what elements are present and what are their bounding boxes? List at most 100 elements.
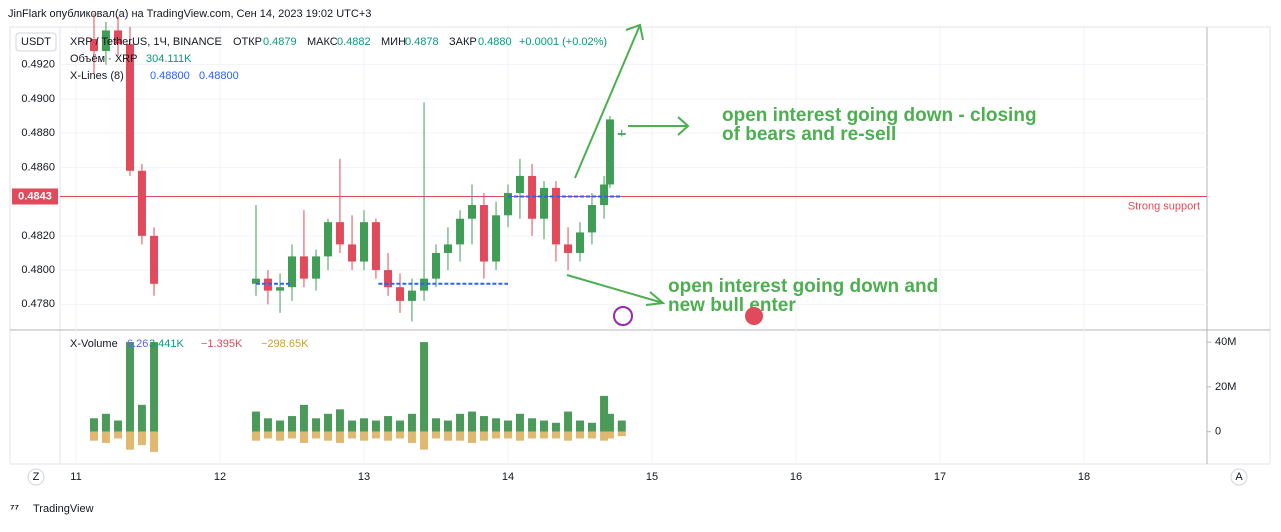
candle-body [407, 290, 416, 301]
arrowhead [625, 23, 644, 41]
legend: XRP / TetherUS, 1Ч, BINANCE ОТКР 0.4879 … [70, 36, 607, 82]
x-tick-label: 13 [358, 471, 370, 483]
volume-bar [576, 420, 585, 432]
candle-body [587, 205, 596, 233]
arrowhead [677, 116, 690, 136]
pane-stat: −1.395K [201, 338, 243, 350]
auto[interactable]: A [1235, 471, 1243, 483]
volume-bar [299, 431, 308, 443]
y-tick-label: 40M [1215, 336, 1236, 348]
volume-bar [395, 420, 404, 432]
volume-bar [420, 342, 429, 432]
x-tick-label: 18 [1078, 471, 1090, 483]
value: 0.4878 [405, 36, 439, 48]
label: Объём · XRP [70, 53, 137, 65]
value: 0.4879 [263, 36, 297, 48]
y-tick-label: 0.4800 [21, 264, 55, 276]
candle-body [287, 256, 296, 288]
volume-bar [335, 409, 344, 432]
volume-bar [101, 413, 110, 432]
volume-bar [456, 431, 465, 441]
candle-body [150, 235, 159, 284]
volume-bar [276, 431, 285, 441]
volume-bar [150, 431, 159, 452]
volume-bar [467, 431, 476, 443]
volume-bar [150, 342, 159, 432]
x-tick-label: 11 [70, 471, 81, 483]
volume-bar [431, 431, 440, 439]
candle-body [443, 244, 452, 253]
event-icon[interactable] [613, 306, 633, 326]
volume-bar [443, 420, 452, 432]
flag-icon[interactable] [745, 307, 763, 325]
currency[interactable]: USDT [21, 36, 51, 48]
volume-bar [384, 416, 393, 432]
pane-title: X-Volume [70, 338, 118, 350]
volume-bar [479, 416, 488, 432]
volume-bar [125, 431, 134, 450]
arrowhead [645, 291, 666, 306]
label: X-Lines (8) [70, 70, 124, 82]
arrow [566, 274, 664, 304]
volume-bar [89, 431, 98, 441]
candle-body [323, 222, 332, 257]
y-tick-label: 0 [1215, 426, 1221, 438]
volume-bar [114, 431, 123, 439]
candle-body [479, 205, 488, 262]
label: МАКС [307, 36, 338, 48]
volume-bar [263, 431, 272, 439]
volume-bar [564, 411, 573, 432]
candle-body [540, 187, 549, 219]
volume-bar [312, 431, 321, 439]
volume-bar [576, 431, 585, 439]
candle-body [605, 119, 614, 185]
candle-body [515, 175, 524, 194]
candle-body [276, 287, 285, 291]
volume-bar [551, 422, 560, 432]
volume-bar [137, 431, 146, 446]
x-tick-label: 12 [214, 471, 226, 483]
volume-bar [617, 420, 626, 432]
x-tick-label: 16 [790, 471, 802, 483]
volume-bar [515, 413, 524, 432]
volume-bar [600, 395, 609, 432]
auto-button[interactable] [1230, 468, 1248, 486]
currency-button[interactable] [15, 32, 57, 52]
zoom[interactable]: Z [33, 471, 40, 483]
volume-bar [359, 418, 368, 432]
volume-bar [515, 431, 524, 441]
volume-bar [587, 431, 596, 439]
arrow [574, 24, 641, 179]
annotations: open interest going down - closing of be… [566, 23, 1037, 326]
candle-body [348, 244, 357, 262]
candle-body [263, 278, 272, 291]
candle-body [492, 215, 501, 262]
volume-bar [564, 431, 573, 441]
candle-body [395, 287, 404, 301]
volume-bar [137, 404, 146, 432]
volume-bar [335, 431, 344, 443]
volume-bar [348, 431, 357, 439]
value: 0.48800 [199, 70, 239, 82]
volume-bar [407, 431, 416, 443]
x-tick-label: 17 [934, 471, 946, 483]
volume-bar [617, 431, 626, 437]
volume-bar [371, 420, 380, 432]
candle-body [551, 187, 560, 245]
volume-bar [89, 418, 98, 432]
candle-body [384, 270, 393, 288]
volume-bar [101, 431, 110, 443]
y-tick-label: 0.4920 [21, 59, 55, 71]
support-label: Strong support [1128, 200, 1200, 212]
volume-bar [600, 431, 609, 441]
volume-bar [431, 418, 440, 432]
volume-bar [263, 418, 272, 432]
candle-body [335, 222, 344, 245]
volume-bar [384, 431, 393, 441]
price-label: 0.4843 [18, 190, 52, 202]
volume-bar [420, 431, 429, 450]
volume-bar [371, 431, 380, 439]
candle-body [576, 232, 585, 253]
zoom-button[interactable] [27, 468, 45, 486]
